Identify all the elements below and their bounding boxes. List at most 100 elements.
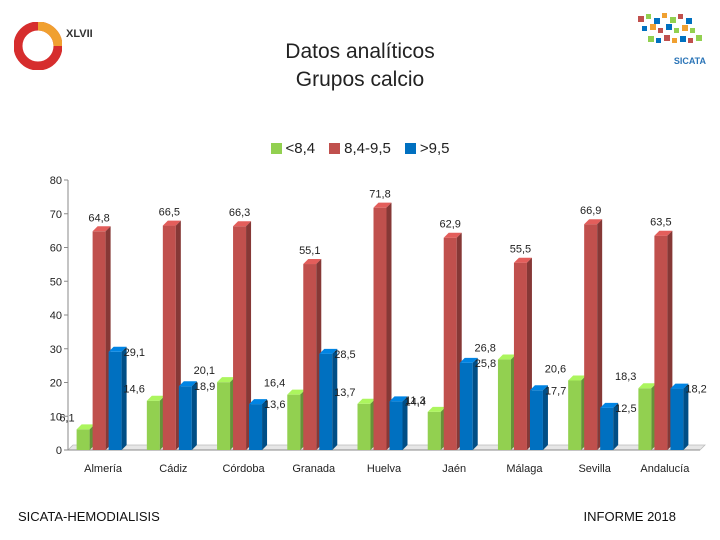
data-label: 13,7: [334, 387, 355, 399]
bar-top: [217, 377, 236, 383]
sicata-logo: SICATA: [628, 8, 710, 66]
data-label: 13,6: [264, 399, 285, 411]
sicata-logo-text: SICATA: [673, 56, 706, 66]
data-label: 55,1: [299, 245, 320, 257]
bar: [217, 382, 231, 450]
data-label: 66,3: [229, 207, 250, 219]
bar: [76, 429, 90, 450]
bar: [459, 362, 473, 450]
data-label: 18,9: [194, 381, 215, 393]
congress-logo-icon: [13, 21, 63, 71]
x-tick-label: Granada: [292, 463, 336, 475]
y-tick-label: 60: [50, 243, 62, 255]
bar-top: [529, 385, 548, 391]
legend-item-low: <8,4: [270, 140, 316, 157]
bar: [654, 235, 668, 450]
bar-top: [513, 257, 532, 263]
data-label: 12,5: [615, 403, 636, 415]
data-label: 62,9: [440, 219, 461, 231]
x-tick-label: Málaga: [506, 463, 543, 475]
bar-top: [146, 395, 165, 401]
data-label: 20,6: [545, 363, 566, 375]
bar-top: [287, 389, 306, 395]
data-label: 63,5: [650, 217, 671, 229]
bar: [146, 400, 160, 450]
sicata-mosaic-icon: [638, 13, 702, 43]
bar: [92, 231, 106, 450]
bar: [443, 237, 457, 450]
bar-top: [303, 259, 322, 265]
bar-top: [249, 399, 268, 405]
bar: [389, 401, 403, 450]
bar-top: [233, 221, 252, 227]
bar: [600, 407, 614, 450]
chart-title-line1: Datos analíticos: [285, 40, 435, 63]
bar: [233, 226, 247, 450]
y-tick-label: 10: [50, 411, 62, 423]
bar-side: [191, 381, 197, 450]
data-label: 16,4: [264, 378, 285, 390]
data-label: 14,6: [123, 384, 144, 396]
bar-side: [542, 385, 548, 450]
bar-top: [638, 383, 657, 389]
legend-label-high: >9,5: [419, 140, 450, 157]
bar-top: [427, 406, 446, 412]
bar: [529, 390, 543, 450]
data-label: 14,4: [405, 396, 426, 408]
bar: [497, 359, 511, 450]
bar-side: [332, 348, 338, 450]
chart-title: Datos analíticos Grupos calcio: [0, 38, 720, 94]
data-label: 29,1: [124, 347, 145, 359]
data-label: 20,1: [194, 365, 215, 377]
data-label: 11,3: [405, 395, 426, 407]
data-label: 18,3: [615, 371, 636, 383]
y-tick-label: 80: [50, 175, 62, 187]
bar-side: [121, 346, 127, 450]
data-label: 6,1: [59, 412, 74, 424]
bar-top: [76, 424, 95, 430]
y-tick-label: 20: [50, 378, 62, 390]
legend-label-low: <8,4: [285, 140, 316, 157]
x-tick-label: Huelva: [367, 463, 402, 475]
y-tick-label: 70: [50, 209, 62, 221]
legend-item-mid: 8,4-9,5: [329, 140, 391, 157]
bar-top: [162, 220, 181, 226]
bar: [638, 388, 652, 450]
bar-side: [683, 383, 689, 450]
x-tick-label: Sevilla: [578, 463, 611, 475]
data-label: 18,2: [685, 384, 706, 396]
chart-title-line2: Grupos calcio: [295, 68, 425, 91]
bar-top: [178, 381, 197, 387]
bar-top: [654, 230, 673, 236]
bar-top: [443, 232, 462, 238]
legend-item-high: >9,5: [404, 140, 450, 157]
bar-top: [373, 202, 392, 208]
bar-top: [92, 226, 111, 232]
y-tick-label: 50: [50, 276, 62, 288]
x-tick-label: Cádiz: [159, 463, 187, 475]
bar-top: [319, 348, 338, 354]
bar-top: [389, 396, 408, 402]
data-label: 64,8: [88, 212, 109, 224]
bar-top: [584, 219, 603, 225]
bar: [357, 403, 371, 450]
bar-top: [108, 346, 127, 352]
footer-source: SICATA-HEMODIALISIS: [18, 509, 160, 524]
bar-top: [459, 357, 478, 363]
bar-side: [246, 221, 252, 450]
congress-logo-text: XLVII: [66, 28, 93, 40]
congress-logo: XLVII: [13, 21, 124, 74]
data-label: 28,5: [334, 349, 355, 361]
footer-report: INFORME 2018: [583, 509, 676, 524]
y-tick-label: 40: [50, 310, 62, 322]
data-label: 71,8: [369, 189, 390, 201]
bar-side: [402, 396, 408, 450]
chart-legend: <8,4 8,4-9,5 >9,5: [0, 140, 720, 157]
data-label: 55,5: [510, 244, 531, 256]
bar: [287, 394, 301, 450]
bar: [303, 264, 317, 450]
bar-top: [600, 402, 619, 408]
bar-side: [386, 202, 392, 450]
bar-side: [597, 219, 603, 450]
legend-swatch-mid: [329, 143, 341, 154]
